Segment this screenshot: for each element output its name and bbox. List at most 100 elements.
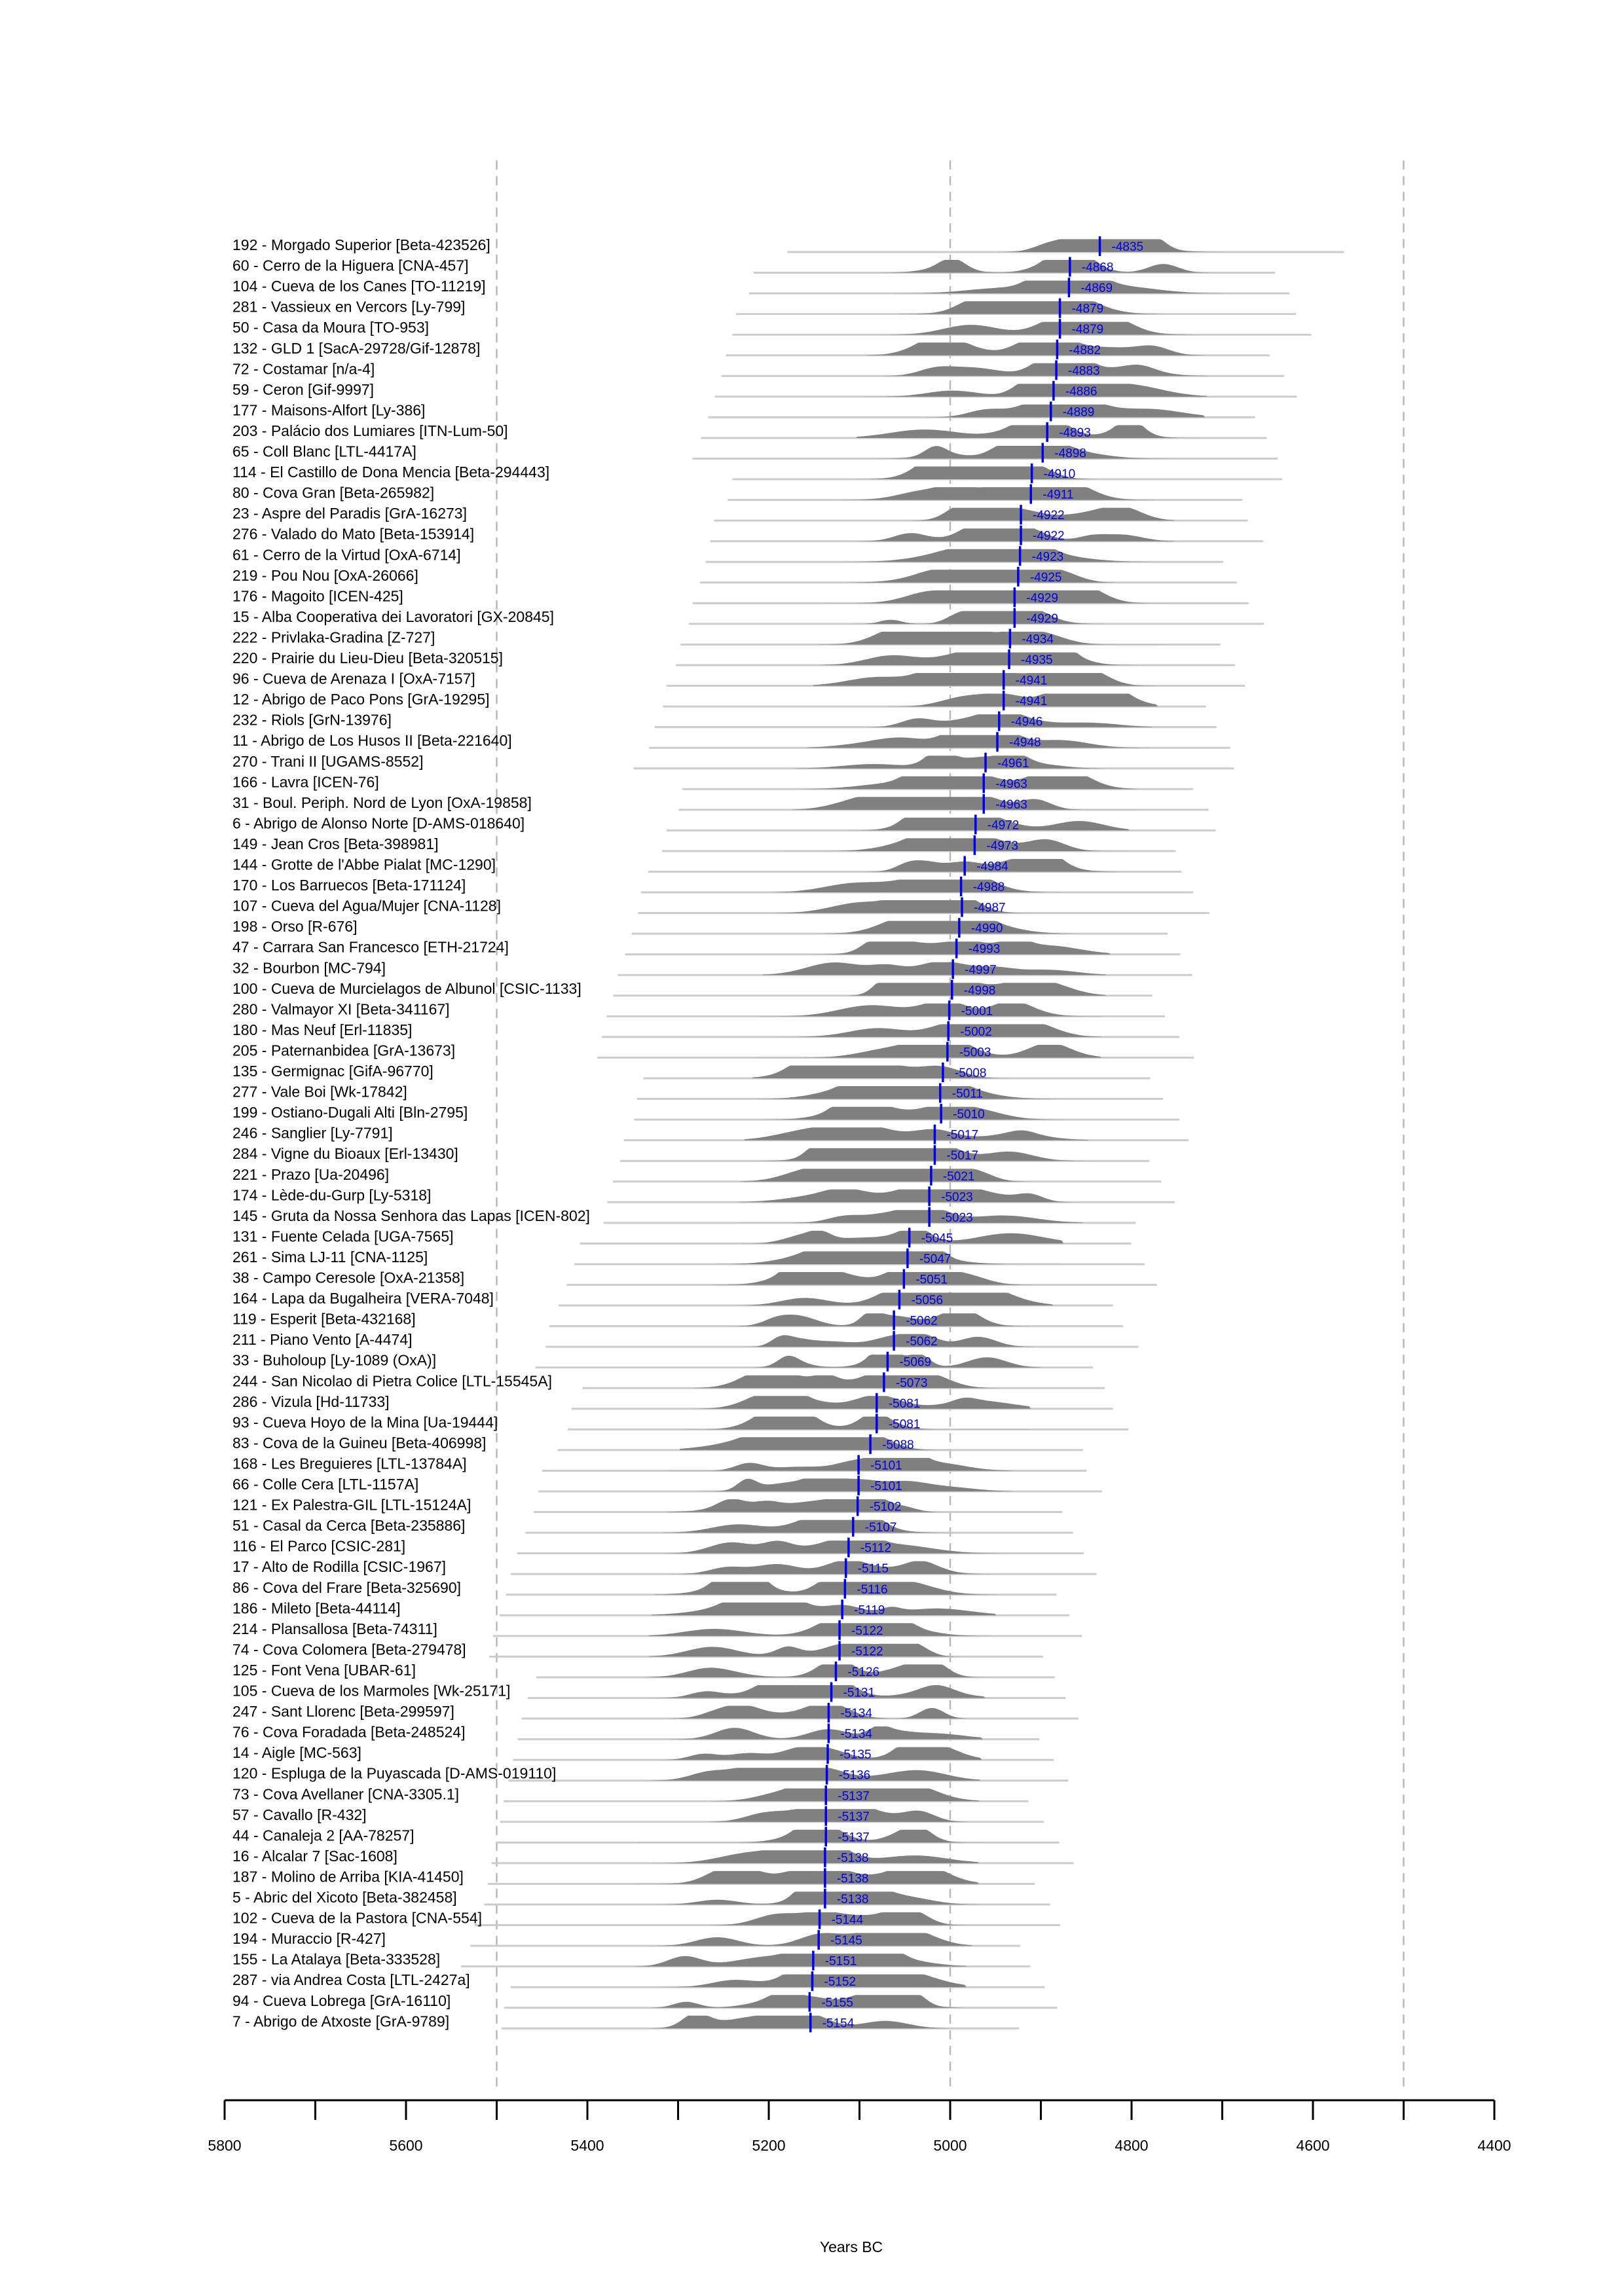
density-shape xyxy=(784,838,1129,851)
row: -4898 65 - Coll Blanc [LTL-4417A] xyxy=(232,443,1278,463)
density-shape xyxy=(680,1437,1025,1450)
site-label: 174 - Lède-du-Gurp [Ly-5318] xyxy=(232,1186,431,1203)
tick-label: 5000 xyxy=(933,2137,967,2154)
median-label: -4988 xyxy=(973,881,1005,894)
site-label: 104 - Cueva de los Canes [TO-11219] xyxy=(232,278,486,295)
median-label: -5002 xyxy=(960,1025,992,1039)
density-shape xyxy=(703,1313,1048,1326)
density-shape xyxy=(703,1334,1048,1347)
row: -5135 14 - Aigle [MC-563] xyxy=(232,1744,1054,1764)
density-shape xyxy=(852,446,1197,459)
density-shape xyxy=(771,900,1116,913)
row: -5001 280 - Valmayor XI [Beta-341167] xyxy=(232,1000,1165,1021)
row: -5023 174 - Lède-du-Gurp [Ly-5318] xyxy=(232,1186,1175,1207)
row: -5051 38 - Campo Ceresole [OxA-21358] xyxy=(232,1269,1157,1289)
median-label: -4972 xyxy=(987,818,1020,832)
site-label: 144 - Grotte de l'Abbe Pialat [MC-1290] xyxy=(232,856,496,873)
row: -4935 220 - Prairie du Lieu-Dieu [Beta-32… xyxy=(232,649,1235,669)
median-label: -5056 xyxy=(911,1294,943,1307)
site-label: 11 - Abrigo de Los Husos II [Beta-221640… xyxy=(232,732,512,749)
site-label: 203 - Palácio dos Lumiares [ITN-Lum-50] xyxy=(232,422,508,439)
row: -4925 219 - Pou Nou [OxA-26066] xyxy=(232,566,1237,587)
site-label: 17 - Alto de Rodilla [CSIC-1967] xyxy=(232,1558,446,1575)
row: -4869 104 - Cueva de los Canes [TO-11219] xyxy=(232,278,1290,298)
site-label: 86 - Cova del Frare [Beta-325690] xyxy=(232,1579,461,1596)
tick-label: 5200 xyxy=(752,2137,785,2154)
site-label: 176 - Magoito [ICEN-425] xyxy=(232,587,403,604)
median-label: -4868 xyxy=(1082,261,1114,275)
density-shape xyxy=(756,1044,1102,1058)
site-label: 12 - Abrigo de Paco Pons [GrA-19295] xyxy=(232,691,490,708)
median-label: -4925 xyxy=(1030,571,1062,585)
row: -5081 93 - Cueva Hoyo de la Mina [Ua-1944… xyxy=(232,1413,1129,1434)
density-shape xyxy=(739,1189,1084,1203)
row: -4990 198 - Orso [R-676] xyxy=(232,918,1168,938)
density-shape xyxy=(654,1582,999,1595)
density-shape xyxy=(636,1768,982,1781)
row: -4972 6 - Abrigo de Alonso Norte [D-AMS-0… xyxy=(232,814,1216,835)
median-label: -4990 xyxy=(971,922,1003,936)
site-label: 15 - Alba Cooperativa dei Lavoratori [GX… xyxy=(232,608,554,625)
site-label: 246 - Sanglier [Ly-7791] xyxy=(232,1125,393,1142)
site-label: 280 - Valmayor XI [Beta-341167] xyxy=(232,1000,450,1017)
median-label: -5112 xyxy=(860,1542,891,1556)
row: -5073 244 - San Nicolao di Pietra Colice … xyxy=(232,1372,1105,1393)
density-shape xyxy=(813,693,1158,707)
row: -5134 247 - Sant Llorenc [Beta-299597] xyxy=(232,1703,1079,1723)
median-label: -4911 xyxy=(1043,488,1073,502)
median-label: -5116 xyxy=(857,1583,887,1597)
site-label: 220 - Prairie du Lieu-Dieu [Beta-320515] xyxy=(232,649,503,666)
row: -5088 83 - Cova de la Guineu [Beta-406998… xyxy=(232,1434,1083,1454)
site-label: 119 - Esperit [Beta-432168] xyxy=(232,1311,416,1328)
site-label: 192 - Morgado Superior [Beta-423526] xyxy=(232,236,490,253)
median-label: -4869 xyxy=(1080,282,1113,295)
row: -5116 86 - Cova del Frare [Beta-325690] xyxy=(232,1578,1057,1599)
density-shape xyxy=(758,1024,1103,1037)
row: -4934 222 - Privlaka-Gradina [Z-727] xyxy=(232,629,1221,649)
site-label: 93 - Cueva Hoyo de la Mina [Ua-19444] xyxy=(232,1413,498,1430)
site-label: 60 - Cerro de la Higuera [CNA-457] xyxy=(232,257,469,274)
site-label: 221 - Prazo [Ua-20496] xyxy=(232,1166,389,1183)
density-shape xyxy=(758,1003,1104,1017)
row: -4941 96 - Cueva de Arenaza I [OxA-7157] xyxy=(232,670,1246,690)
row: -4929 15 - Alba Cooperativa dei Lavorator… xyxy=(232,608,1264,628)
median-label: -4993 xyxy=(969,943,1001,957)
row: -4879 281 - Vassieux en Vercors [Ly-799] xyxy=(232,298,1296,318)
density-shape xyxy=(762,962,1107,975)
row: -5002 180 - Mas Neuf [Erl-11835] xyxy=(232,1021,1180,1041)
density-shape xyxy=(638,1726,983,1740)
density-shape xyxy=(793,776,1138,790)
density-shape xyxy=(649,1623,994,1636)
row: -5154 7 - Abrigo de Atxoste [GrA-9789] xyxy=(232,2013,1020,2033)
site-label: 198 - Orso [R-676] xyxy=(232,918,357,935)
row: -5134 76 - Cova Foradada [Beta-248524] xyxy=(232,1723,1040,1743)
row: -5101 66 - Colle Cera [LTL-1157A] xyxy=(232,1476,1102,1495)
median-label: -5101 xyxy=(870,1459,902,1472)
density-shape xyxy=(635,1870,980,1884)
site-label: 120 - Espluga de la Puyascada [D-AMS-019… xyxy=(232,1765,556,1782)
density-shape xyxy=(744,1127,1089,1140)
median-label: -5155 xyxy=(821,1996,853,2010)
density-shape xyxy=(652,1602,997,1616)
row: -4835 192 - Morgado Superior [Beta-423526… xyxy=(232,236,1344,256)
row: -4922 23 - Aspre del Paradis [GrA-16273] xyxy=(232,505,1248,525)
row: -5115 17 - Alto de Rodilla [CSIC-1967] xyxy=(232,1558,1097,1578)
density-shape xyxy=(824,611,1169,624)
density-shape xyxy=(857,425,1202,438)
median-label: -5102 xyxy=(870,1501,902,1514)
density-shape xyxy=(667,1499,1012,1512)
site-label: 199 - Ostiano-Dugali Alti [Bln-2795] xyxy=(232,1104,468,1121)
median-label: -4984 xyxy=(976,860,1008,874)
site-label: 100 - Cueva de Murcielagos de Albunol [C… xyxy=(232,980,581,997)
median-label: -5152 xyxy=(824,1975,856,1989)
site-label: 47 - Carrara San Francesco [ETH-21724] xyxy=(232,939,509,956)
density-shape xyxy=(621,1974,967,1988)
median-label: -5073 xyxy=(896,1376,928,1390)
row: -4998 100 - Cueva de Murcielagos de Albun… xyxy=(232,979,1153,1000)
density-shape xyxy=(662,1520,1008,1533)
site-label: 284 - Vigne du Bioaux [Erl-13430] xyxy=(232,1145,458,1162)
site-label: 114 - El Castillo de Dona Mencia [Beta-2… xyxy=(232,464,549,481)
site-label: 214 - Plansallosa [Beta-74311] xyxy=(232,1620,437,1637)
site-label: 135 - Germignac [GifA-96770] xyxy=(232,1063,434,1080)
row: -5081 286 - Vizula [Hd-11733] xyxy=(232,1393,1113,1413)
